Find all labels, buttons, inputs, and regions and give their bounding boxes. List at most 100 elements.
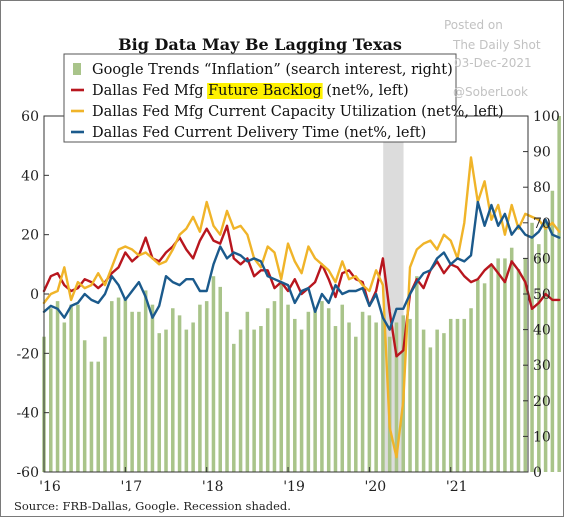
source-note: Source: FRB-Dallas, Google. Recession sh… bbox=[14, 499, 291, 513]
chart-title: Big Data May Be Lagging Texas bbox=[118, 35, 402, 54]
x-tick-label: '20 bbox=[365, 479, 387, 495]
trends-bar bbox=[171, 308, 175, 472]
left-tick-label: 20 bbox=[21, 228, 39, 244]
legend-swatch-trends bbox=[73, 63, 81, 75]
legend-label-delivery: Dallas Fed Current Delivery Time (net%, … bbox=[92, 125, 426, 141]
trends-bar bbox=[476, 279, 480, 472]
trends-bar bbox=[455, 318, 460, 472]
trends-bar bbox=[462, 318, 467, 472]
watermark-line-3: 03-Dec-2021 bbox=[454, 56, 532, 70]
trends-bar bbox=[537, 244, 541, 472]
trends-bar bbox=[408, 318, 412, 472]
trends-bar bbox=[272, 301, 277, 472]
trends-bar bbox=[259, 326, 263, 472]
watermark-line-4: @SoberLook bbox=[453, 85, 528, 99]
trends-bar bbox=[482, 283, 487, 472]
trends-bar bbox=[110, 301, 114, 472]
trends-bar bbox=[252, 329, 256, 472]
trends-bar bbox=[69, 304, 73, 472]
trends-bar bbox=[415, 276, 419, 472]
trends-bar bbox=[333, 326, 338, 472]
legend-label-bars: Google Trends “Inflation” (search intere… bbox=[92, 62, 453, 78]
trends-bar bbox=[265, 308, 270, 472]
trends-bar bbox=[320, 301, 324, 472]
trends-bar bbox=[177, 315, 182, 472]
trends-bar bbox=[435, 329, 439, 472]
right-tick-label: 60 bbox=[533, 251, 551, 267]
right-tick-label: 30 bbox=[533, 358, 551, 374]
left-tick-label: -40 bbox=[16, 406, 39, 422]
trends-bar bbox=[184, 329, 189, 472]
trends-bar bbox=[293, 318, 297, 472]
trends-bar bbox=[191, 322, 195, 472]
trends-bar bbox=[164, 329, 168, 472]
trends-bar bbox=[340, 304, 345, 472]
right-tick-label: 100 bbox=[533, 109, 560, 125]
left-tick-label: 0 bbox=[30, 287, 39, 303]
trends-bar bbox=[225, 311, 229, 472]
trends-bar bbox=[394, 322, 399, 472]
watermark-line-2: The Daily Shot bbox=[452, 38, 541, 52]
capacity-line bbox=[42, 156, 561, 459]
trends-bar bbox=[89, 361, 94, 472]
legend-label-backlog: Dallas Fed Mfg Future Backlog (net%, lef… bbox=[92, 83, 409, 99]
trends-bar bbox=[130, 311, 134, 472]
right-tick-label: 40 bbox=[533, 323, 551, 339]
trends-bar bbox=[381, 315, 385, 472]
x-tick-label: '16 bbox=[39, 479, 61, 495]
trends-bar bbox=[428, 347, 433, 472]
right-tick-label: 70 bbox=[533, 216, 551, 232]
trends-bar bbox=[421, 329, 426, 472]
trends-bar bbox=[245, 311, 250, 472]
x-tick-label: '21 bbox=[446, 479, 468, 495]
trends-bar bbox=[62, 322, 67, 472]
x-tick-label: '18 bbox=[202, 479, 224, 495]
trends-bar bbox=[299, 329, 304, 472]
trends-bar bbox=[204, 301, 209, 472]
trends-bar bbox=[469, 308, 473, 472]
legend-highlight-text: Future Backlog bbox=[208, 83, 322, 99]
left-tick-label: -20 bbox=[16, 346, 39, 362]
trends-bar bbox=[150, 304, 155, 472]
trends-bar bbox=[218, 286, 223, 472]
trends-bar bbox=[96, 361, 100, 472]
x-tick-label: '19 bbox=[283, 479, 305, 495]
left-tick-label: 40 bbox=[21, 168, 39, 184]
plot-border bbox=[43, 115, 529, 473]
legend-label-capacity: Dallas Fed Mfg Current Capacity Utilizat… bbox=[92, 104, 504, 120]
x-tick-label: '17 bbox=[121, 479, 143, 495]
trends-bar bbox=[76, 304, 80, 472]
trends-bar bbox=[198, 304, 202, 472]
trends-bar bbox=[326, 308, 331, 472]
trends-bar bbox=[354, 336, 358, 472]
delivery-line bbox=[42, 200, 561, 331]
legend-highlight bbox=[207, 83, 323, 99]
trends-bar bbox=[374, 322, 378, 472]
right-tick-label: 20 bbox=[533, 394, 551, 410]
right-tick-label: 0 bbox=[533, 465, 542, 481]
trends-bar bbox=[306, 311, 311, 472]
right-tick-label: 80 bbox=[533, 180, 551, 196]
right-tick-label: 50 bbox=[533, 287, 551, 303]
trends-bar bbox=[49, 308, 53, 472]
trends-bar bbox=[137, 311, 141, 472]
trends-bar bbox=[313, 308, 317, 472]
trends-bar bbox=[103, 336, 107, 472]
right-tick-label: 90 bbox=[533, 145, 551, 161]
trends-bar bbox=[489, 265, 494, 472]
trends-bar bbox=[82, 340, 87, 472]
trends-bar bbox=[157, 333, 161, 472]
trends-bar bbox=[448, 318, 453, 472]
trends-bar bbox=[550, 190, 555, 472]
trends-bar bbox=[347, 322, 351, 472]
trends-bar bbox=[442, 333, 446, 472]
trends-bar bbox=[232, 343, 236, 472]
trends-bar bbox=[143, 290, 148, 472]
trends-bar bbox=[367, 315, 372, 472]
watermark-line-1: Posted on bbox=[444, 18, 503, 32]
right-tick-label: 10 bbox=[533, 429, 551, 445]
trends-bar bbox=[496, 258, 500, 472]
trends-bar bbox=[116, 297, 121, 472]
